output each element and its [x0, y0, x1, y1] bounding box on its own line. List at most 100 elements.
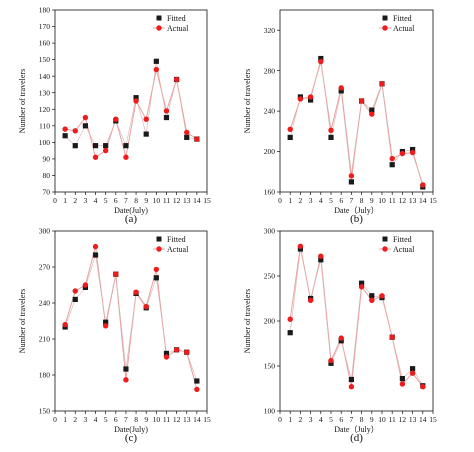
legend-actual-label: Actual — [393, 245, 415, 254]
actual-point — [328, 127, 334, 134]
actual-point — [173, 347, 180, 353]
x-tick-label: 15 — [203, 196, 211, 205]
fitted-point — [338, 338, 344, 344]
actual-point — [338, 335, 344, 341]
actual-point — [163, 354, 170, 360]
legend-actual-swatch — [156, 246, 162, 252]
actual-point — [389, 334, 395, 340]
x-tick-label: 10 — [378, 196, 386, 205]
panel-label: (b) — [350, 213, 363, 225]
legend-fitted-swatch — [382, 15, 388, 21]
x-tick-label: 5 — [104, 415, 108, 424]
fitted-series-line — [64, 254, 198, 382]
x-tick-label: 7 — [350, 196, 354, 205]
y-tick-label: 240 — [264, 107, 276, 116]
actual-point — [184, 129, 190, 136]
y-tick-label: 300 — [39, 227, 51, 236]
x-tick-label: 15 — [429, 415, 437, 424]
x-tick-label: 1 — [63, 196, 67, 205]
legend-actual-label: Actual — [167, 245, 189, 254]
actual-point — [420, 182, 426, 188]
x-axis-label: Date（July） — [334, 206, 378, 215]
actual-point — [420, 384, 426, 390]
actual-point — [318, 58, 324, 65]
x-tick-label: 7 — [124, 415, 128, 424]
fitted-point — [389, 162, 395, 168]
fitted-point — [328, 134, 334, 140]
x-tick-label: 11 — [163, 415, 170, 424]
y-tick-label: 300 — [264, 227, 276, 236]
actual-point — [348, 173, 355, 179]
actual-point — [409, 370, 416, 376]
actual-point — [369, 111, 375, 117]
panel-label: (c) — [125, 432, 138, 444]
fitted-point — [72, 296, 78, 302]
y-tick-label: 90 — [43, 155, 51, 164]
x-tick-label: 6 — [114, 415, 118, 424]
actual-point — [113, 271, 119, 277]
fitted-point — [410, 366, 416, 372]
x-tick-label: 14 — [193, 415, 201, 424]
x-tick-label: 8 — [360, 415, 364, 424]
y-tick-label: 280 — [264, 66, 276, 75]
x-tick-label: 10 — [153, 196, 161, 205]
fitted-point — [163, 350, 170, 356]
x-tick-label: 6 — [339, 196, 343, 205]
actual-point — [82, 282, 89, 288]
x-tick-label: 12 — [399, 196, 407, 205]
chart-panel-2: 0 1 2 3 4 5 6 7 8 9 10 11 12 13 14 15150180210240270300… — [18, 227, 211, 444]
fitted-point — [123, 366, 129, 372]
actual-point — [307, 94, 314, 100]
actual-point — [143, 116, 149, 122]
x-tick-label: 8 — [134, 415, 138, 424]
y-tick-label: 180 — [39, 371, 51, 380]
y-axis-label: Number of travelers — [18, 69, 27, 133]
fitted-point — [133, 95, 139, 101]
y-tick-label: 130 — [39, 88, 51, 97]
actual-point — [328, 357, 334, 364]
y-tick-label: 150 — [39, 407, 51, 416]
x-tick-label: 3 — [84, 196, 88, 205]
y-tick-label: 250 — [264, 272, 276, 281]
legend-fitted-swatch — [382, 236, 388, 242]
fitted-point — [62, 133, 68, 139]
fitted-point — [72, 143, 78, 149]
y-tick-label: 100 — [39, 138, 51, 147]
actual-point — [297, 243, 304, 249]
y-tick-label: 80 — [43, 171, 51, 180]
actual-point — [369, 297, 375, 303]
x-tick-label: 14 — [193, 196, 201, 205]
actual-point — [348, 384, 355, 390]
x-tick-label: 9 — [370, 415, 374, 424]
x-tick-label: 1 — [288, 415, 292, 424]
actual-point — [307, 297, 314, 303]
y-tick-label: 120 — [39, 105, 51, 114]
x-tick-label: 2 — [73, 415, 77, 424]
x-tick-label: 1 — [63, 415, 67, 424]
legend-actual-swatch — [156, 25, 162, 31]
fitted-point — [369, 107, 375, 113]
y-axis-label: Number of travelers — [243, 289, 252, 353]
x-tick-label: 14 — [419, 196, 427, 205]
chart-panel-3: 0 1 2 3 4 5 6 7 8 9 10 11 12 13 14 15100150200250300Dat… — [243, 227, 437, 444]
fitted-point — [92, 143, 99, 149]
y-tick-label: 140 — [39, 72, 51, 81]
fitted-series-line — [289, 248, 424, 386]
fitted-point — [369, 293, 375, 299]
x-tick-label: 3 — [84, 415, 88, 424]
actual-point — [123, 377, 129, 383]
actual-point — [62, 126, 68, 132]
fitted-point — [194, 378, 200, 384]
actual-point — [297, 96, 304, 102]
x-tick-label: 6 — [114, 196, 118, 205]
actual-point — [389, 155, 395, 162]
x-tick-label: 12 — [173, 415, 181, 424]
y-axis-label: Number of travelers — [243, 69, 252, 133]
legend-fitted-label: Fitted — [167, 235, 186, 244]
x-tick-label: 13 — [183, 415, 191, 424]
legend-fitted-swatch — [156, 15, 162, 21]
actual-point — [287, 126, 293, 133]
x-tick-label: 4 — [319, 415, 323, 424]
actual-point — [399, 381, 406, 387]
